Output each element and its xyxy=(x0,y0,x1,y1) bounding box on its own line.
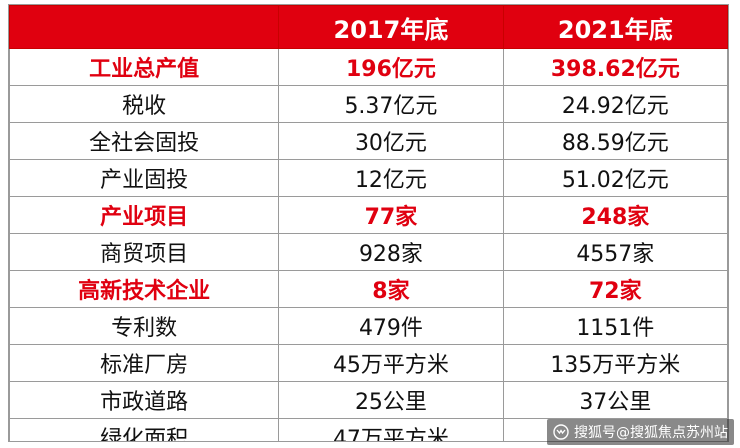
value-2021: 72家 xyxy=(502,270,728,308)
value-2021: 4557家 xyxy=(502,233,728,271)
value-2017: 12亿元 xyxy=(278,159,504,197)
table-row: 税收 5.37亿元 24.92亿元 xyxy=(9,85,728,123)
value-2017: 77家 xyxy=(278,196,504,234)
row-label: 商贸项目 xyxy=(9,233,280,271)
row-label: 全社会固投 xyxy=(9,122,280,160)
value-2021: 398.62亿元 xyxy=(502,48,728,86)
header-cell-2017: 2017年底 xyxy=(278,5,504,49)
comparison-table: 2017年底 2021年底 工业总产值 196亿元 398.62亿元 税收 5.… xyxy=(9,5,728,441)
table-row: 全社会固投 30亿元 88.59亿元 xyxy=(9,122,728,160)
header-cell-label xyxy=(9,5,280,49)
value-2017: 30亿元 xyxy=(278,122,504,160)
value-2021: 88.59亿元 xyxy=(502,122,728,160)
value-2017: 479件 xyxy=(278,307,504,345)
table-row: 高新技术企业 8家 72家 xyxy=(9,270,728,308)
table-row: 标准厂房 45万平方米 135万平方米 xyxy=(9,344,728,382)
value-2017: 25公里 xyxy=(278,381,504,419)
value-2017: 5.37亿元 xyxy=(278,85,504,123)
table-header-row: 2017年底 2021年底 xyxy=(9,5,728,49)
row-label: 高新技术企业 xyxy=(9,270,280,308)
value-2021: 51.02亿元 xyxy=(502,159,728,197)
row-label: 产业固投 xyxy=(9,159,280,197)
row-label: 标准厂房 xyxy=(9,344,280,382)
value-2017: 45万平方米 xyxy=(278,344,504,382)
watermark-text: 搜狐号@搜狐焦点苏州站 xyxy=(574,425,728,441)
value-2021: 248家 xyxy=(502,196,728,234)
row-label: 税收 xyxy=(9,85,280,123)
table-row: 产业固投 12亿元 51.02亿元 xyxy=(9,159,728,197)
value-2021: 1151件 xyxy=(502,307,728,345)
value-2017: 928家 xyxy=(278,233,504,271)
row-label: 专利数 xyxy=(9,307,280,345)
row-label: 产业项目 xyxy=(9,196,280,234)
row-label: 绿化面积 xyxy=(9,418,280,441)
value-2017: 8家 xyxy=(278,270,504,308)
table-row: 商贸项目 928家 4557家 xyxy=(9,233,728,271)
value-2021: 135万平方米 xyxy=(502,344,728,382)
data-table-container: 2017年底 2021年底 工业总产值 196亿元 398.62亿元 税收 5.… xyxy=(8,4,729,442)
table-row: 专利数 479件 1151件 xyxy=(9,307,728,345)
watermark-badge: 搜狐号@搜狐焦点苏州站 xyxy=(547,419,734,445)
header-cell-2021: 2021年底 xyxy=(502,5,728,49)
sohu-fox-icon xyxy=(553,424,569,440)
value-2017: 47万平方米 xyxy=(278,418,504,441)
table-row: 工业总产值 196亿元 398.62亿元 xyxy=(9,48,728,86)
row-label: 工业总产值 xyxy=(9,48,280,86)
table-row: 产业项目 77家 248家 xyxy=(9,196,728,234)
value-2021: 24.92亿元 xyxy=(502,85,728,123)
value-2021: 37公里 xyxy=(502,381,728,419)
table-row: 市政道路 25公里 37公里 xyxy=(9,381,728,419)
row-label: 市政道路 xyxy=(9,381,280,419)
value-2017: 196亿元 xyxy=(278,48,504,86)
